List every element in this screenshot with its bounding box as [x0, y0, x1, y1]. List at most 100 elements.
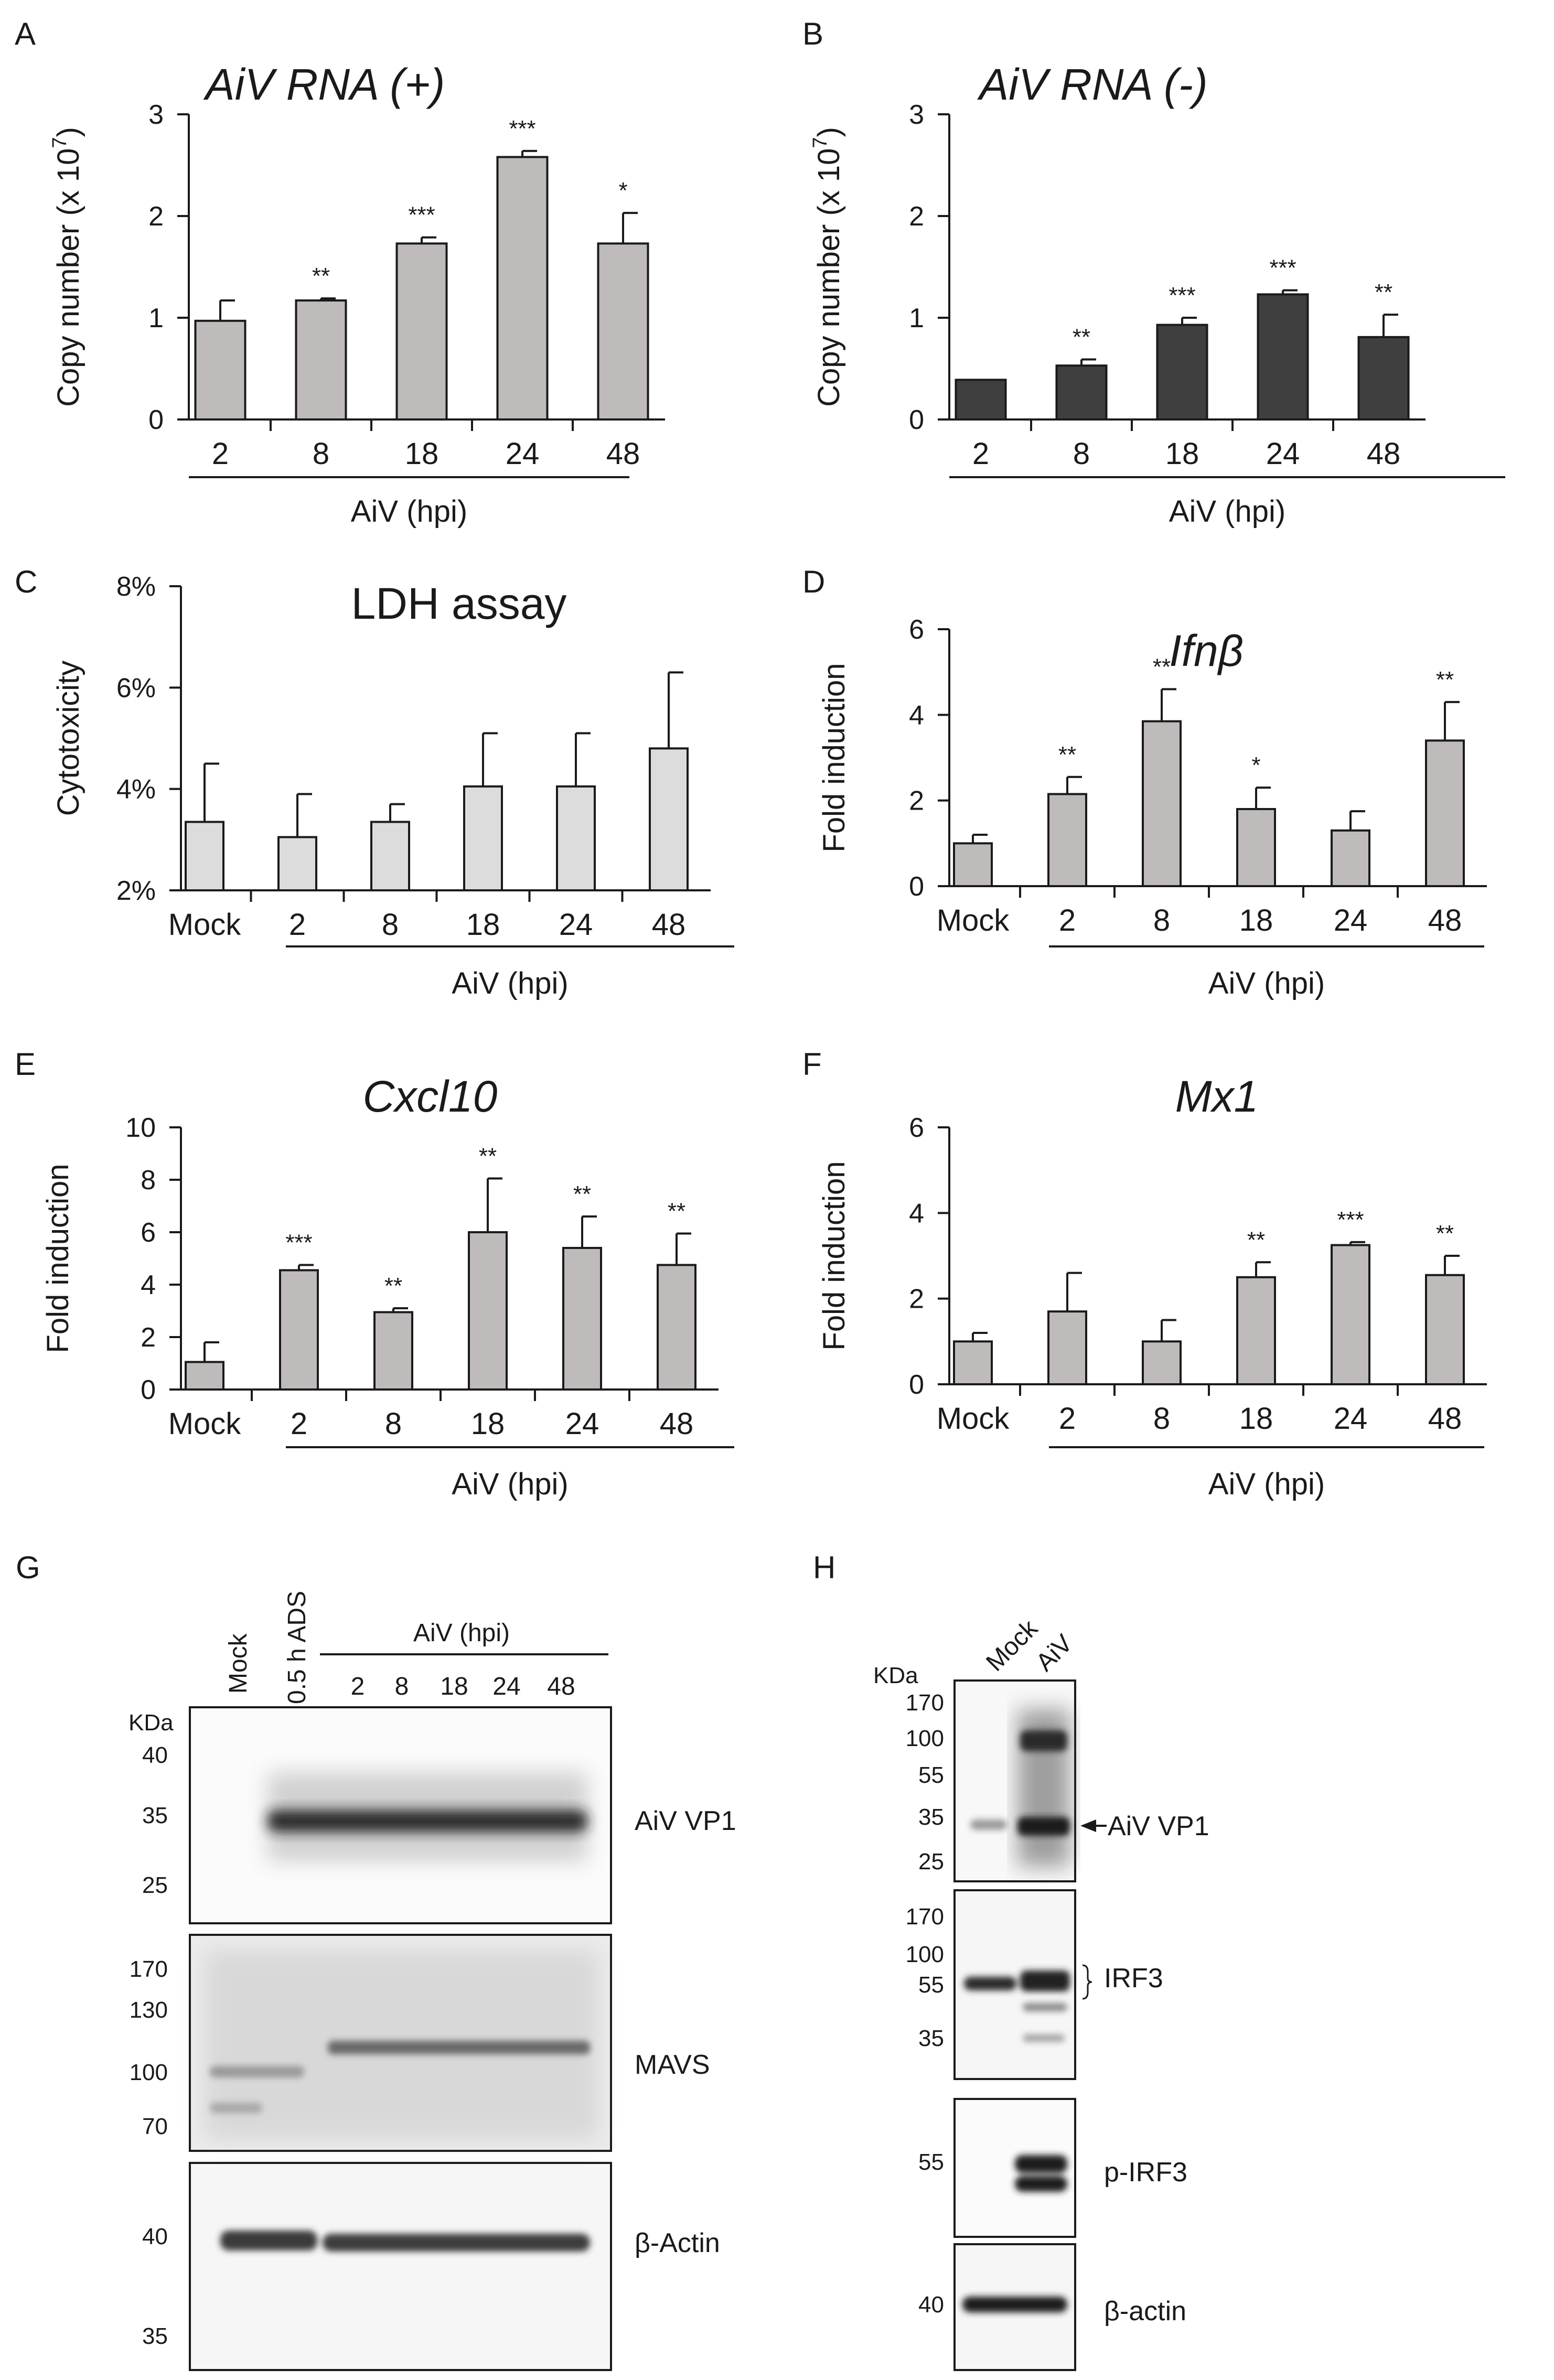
group-label: AiV (hpi)	[1208, 1467, 1325, 1501]
group-label: AiV (hpi)	[452, 966, 568, 1000]
y-tick-label: 2%	[116, 876, 156, 906]
y-axis-label: Copy number (x 107)	[809, 127, 846, 407]
y-tick-label: 10	[125, 1113, 156, 1143]
bar	[1357, 336, 1410, 421]
bar	[194, 319, 247, 421]
vp1-arrow-head	[1080, 1819, 1096, 1832]
panel-letter: D	[802, 564, 825, 599]
bar	[953, 1340, 993, 1385]
significance-marker: *	[618, 178, 627, 203]
y-tick-label: 0	[148, 405, 164, 435]
blot-h-actin-bands	[962, 2297, 1067, 2312]
significance-marker: **	[573, 1181, 591, 1207]
bar	[1425, 739, 1465, 888]
blot-h-label-pirf3: p-IRF3	[1104, 2157, 1187, 2188]
significance-marker: **	[1436, 667, 1454, 693]
blot-actin-frame	[189, 2162, 612, 2371]
y-axis-label: Fold induction	[817, 663, 851, 852]
panel-h-western-blot: H Mock AiV KDa 170 100 55 35 25 AiV VP1 …	[813, 1550, 1209, 2371]
significance-marker: **	[1375, 279, 1392, 305]
marker-actin-40: 40	[142, 2224, 168, 2249]
irf3-bracket	[1082, 1964, 1092, 2000]
marker-vp1-35: 35	[142, 1803, 168, 1828]
blot-h-label-irf3: IRF3	[1104, 1963, 1163, 1994]
bar	[395, 242, 448, 421]
significance-marker: **	[312, 263, 330, 289]
panel-letter: A	[15, 16, 36, 51]
significance-marker: ***	[1337, 1207, 1364, 1233]
chart-title: Mx1	[1175, 1072, 1259, 1121]
y-tick-label: 6	[141, 1218, 156, 1248]
marker-mavs-130: 130	[130, 1997, 168, 2023]
bar	[1142, 1340, 1182, 1385]
y-tick-label: 3	[148, 100, 164, 130]
y-tick-label: 6	[909, 1113, 924, 1143]
category-label: 18	[1165, 437, 1199, 471]
y-tick-label: 0	[909, 1370, 924, 1400]
marker-h-irf3-170: 170	[906, 1904, 944, 1930]
chart-title: LDH assay	[351, 579, 567, 628]
category-label: 2	[212, 437, 229, 471]
panel-g-western-blot: G Mock 0.5 h ADS AiV (hpi) 2 8 18 24 48 …	[16, 1550, 736, 2371]
chart-title: AiV RNA (+)	[203, 60, 445, 109]
y-tick-label: 4	[909, 700, 924, 730]
significance-marker: **	[384, 1273, 402, 1299]
category-label: 8	[385, 1407, 402, 1441]
panel-letter: C	[15, 564, 37, 599]
lane-label-ads: 0.5 h ADS	[283, 1591, 311, 1704]
marker-h-vp1-100: 100	[906, 1726, 944, 1751]
blot-group-label: AiV (hpi)	[413, 1619, 510, 1647]
y-tick-label: 2	[909, 1284, 924, 1315]
significance-marker: ***	[1169, 283, 1195, 308]
bar	[1425, 1274, 1465, 1385]
kda-label-h: KDa	[873, 1663, 918, 1688]
category-label: 24	[506, 437, 540, 471]
bar	[1236, 1276, 1276, 1385]
category-label: 48	[660, 1407, 694, 1441]
category-label: Mock	[168, 1407, 242, 1441]
significance-marker: **	[479, 1144, 497, 1169]
blot-label-actin: β-Actin	[635, 2228, 720, 2258]
category-label: 48	[606, 437, 640, 471]
category-label: 48	[1428, 903, 1462, 938]
chart-title: Ifnβ	[1169, 626, 1243, 675]
significance-marker: ***	[408, 202, 435, 228]
y-tick-label: 1	[909, 303, 924, 333]
significance-marker: **	[1153, 654, 1171, 680]
significance-marker: **	[1436, 1221, 1454, 1246]
blot-actin-bands	[220, 2231, 590, 2252]
group-label: AiV (hpi)	[1169, 494, 1285, 529]
category-label: 2	[289, 908, 306, 942]
bar	[1331, 1244, 1370, 1385]
significance-marker: **	[668, 1199, 685, 1224]
category-label: 18	[405, 437, 439, 471]
significance-marker: ***	[509, 116, 535, 142]
y-tick-label: 0	[909, 871, 924, 902]
category-label: 8	[1073, 437, 1090, 471]
marker-h-irf3-55: 55	[918, 1972, 944, 1998]
bar	[649, 747, 689, 892]
bar	[1142, 720, 1182, 888]
y-tick-label: 2	[909, 786, 924, 816]
bar	[1156, 324, 1208, 421]
significance-marker: *	[1251, 752, 1260, 778]
blot-h-label-actin: β-actin	[1104, 2296, 1186, 2327]
marker-h-vp1-170: 170	[906, 1690, 944, 1716]
lane-label-48: 48	[547, 1673, 575, 1700]
y-tick-label: 2	[141, 1322, 156, 1353]
y-tick-label: 8%	[116, 572, 156, 602]
category-label: 8	[1153, 1402, 1170, 1436]
group-label: AiV (hpi)	[1208, 966, 1325, 1000]
significance-marker: ***	[1269, 255, 1296, 281]
panel-letter-g: G	[16, 1550, 40, 1585]
bar	[597, 242, 649, 421]
bar	[1055, 364, 1108, 421]
bar	[468, 1231, 508, 1391]
lane-label-18: 18	[440, 1673, 468, 1700]
category-label: 48	[1367, 437, 1401, 471]
blot-h-pirf3-bands	[1015, 2155, 1067, 2192]
bar	[277, 836, 317, 891]
chart-title: AiV RNA (-)	[977, 60, 1208, 109]
